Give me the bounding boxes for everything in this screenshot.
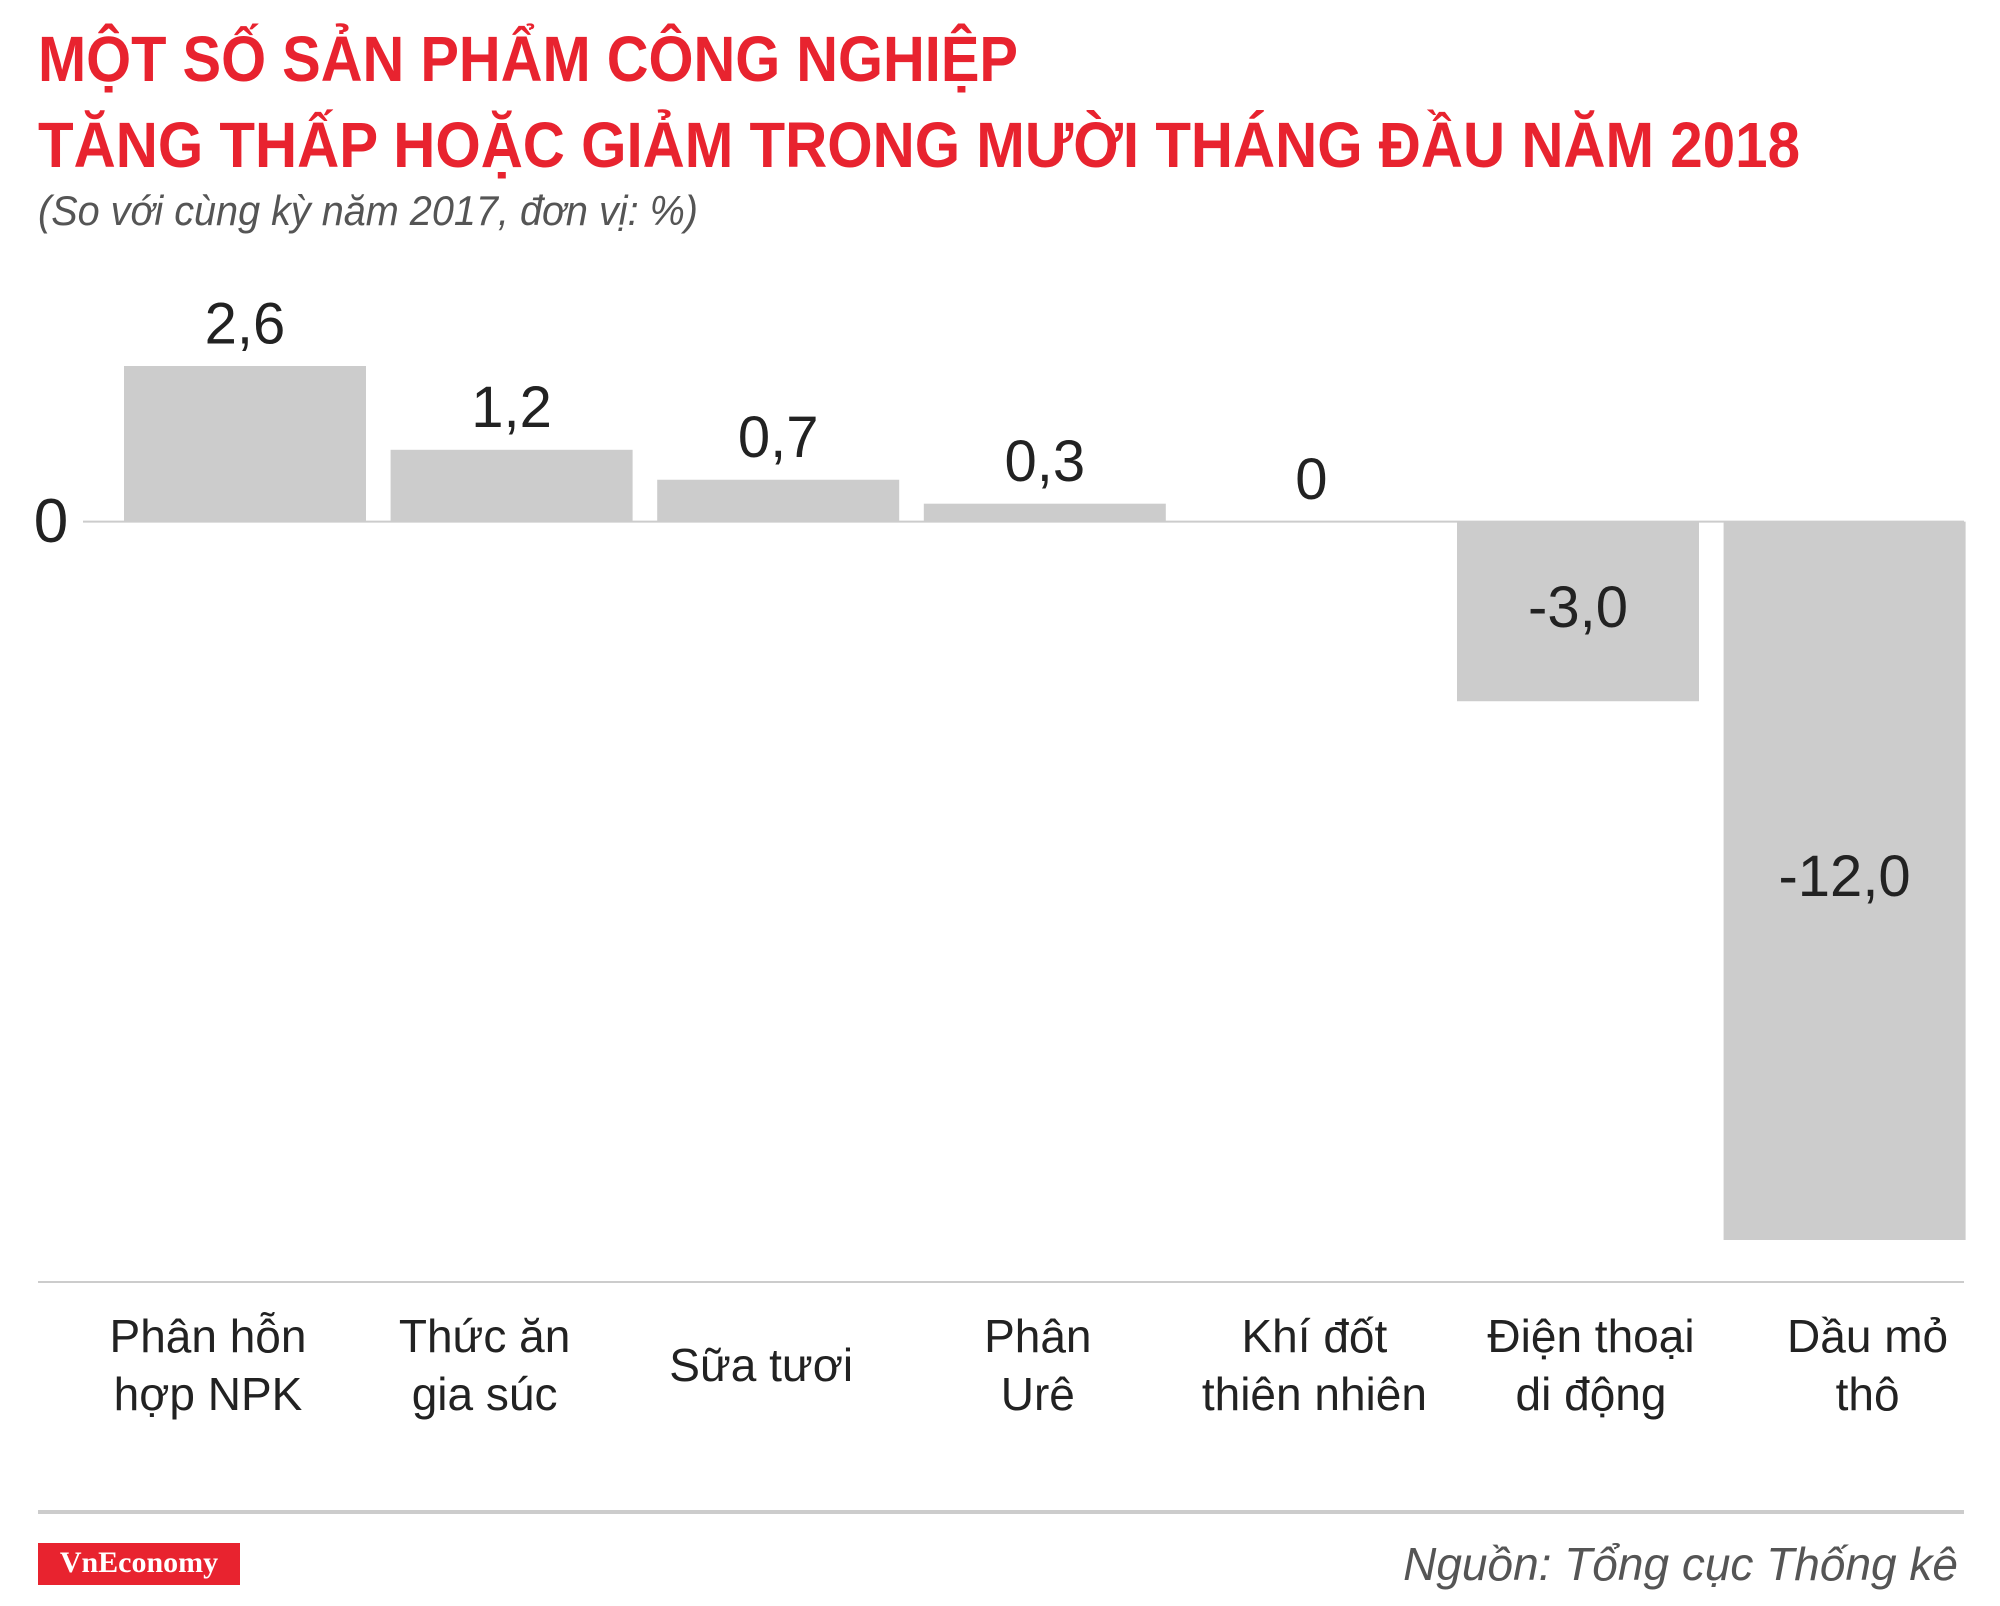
bar <box>923 503 1166 522</box>
value-label: 0,3 <box>1004 429 1085 494</box>
x-tick-label: Phân <box>984 1310 1091 1362</box>
bar <box>657 479 900 522</box>
source: Nguồn: Tổng cục Thống kê <box>1403 1538 1958 1590</box>
bar <box>124 366 366 522</box>
x-tick-label: Phân hỗn <box>110 1310 307 1362</box>
x-tick-label: Thức ăn <box>399 1310 570 1362</box>
y-tick-label: 0 <box>34 487 68 556</box>
bar <box>390 449 633 522</box>
value-label: -12,0 <box>1778 844 1910 909</box>
x-tick-label: Dầu mỏ <box>1787 1310 1948 1362</box>
chart-title: MỘT SỐ SẢN PHẨM CÔNG NGHIỆP <box>38 22 1018 95</box>
bar <box>1457 521 1699 702</box>
x-tick-label: Khí đốt <box>1242 1310 1388 1362</box>
logo: VnEconomy <box>60 1546 218 1579</box>
x-tick-label: di động <box>1516 1368 1667 1420</box>
value-label: -3,0 <box>1528 575 1628 640</box>
chart-title: TĂNG THẤP HOẶC GIẢM TRONG MƯỜI THÁNG ĐẦU… <box>38 108 1800 181</box>
x-tick-label: Sữa tươi <box>669 1339 853 1391</box>
bar <box>1723 521 1966 1240</box>
x-tick-label: Điện thoại <box>1487 1310 1694 1362</box>
chart-subtitle: (So với cùng kỳ năm 2017, đơn vị: %) <box>38 187 698 234</box>
x-tick-label: Urê <box>1001 1368 1075 1420</box>
logo-box <box>38 1543 240 1585</box>
value-label: 0 <box>1295 447 1327 512</box>
value-label: 1,2 <box>471 375 552 440</box>
x-tick-label: hợp NPK <box>114 1368 303 1420</box>
x-tick-label: thiên nhiên <box>1202 1368 1427 1420</box>
value-label: 2,6 <box>205 291 286 356</box>
value-label: 0,7 <box>738 405 819 470</box>
x-tick-label: gia súc <box>412 1368 558 1420</box>
x-tick-label: thô <box>1836 1368 1900 1420</box>
